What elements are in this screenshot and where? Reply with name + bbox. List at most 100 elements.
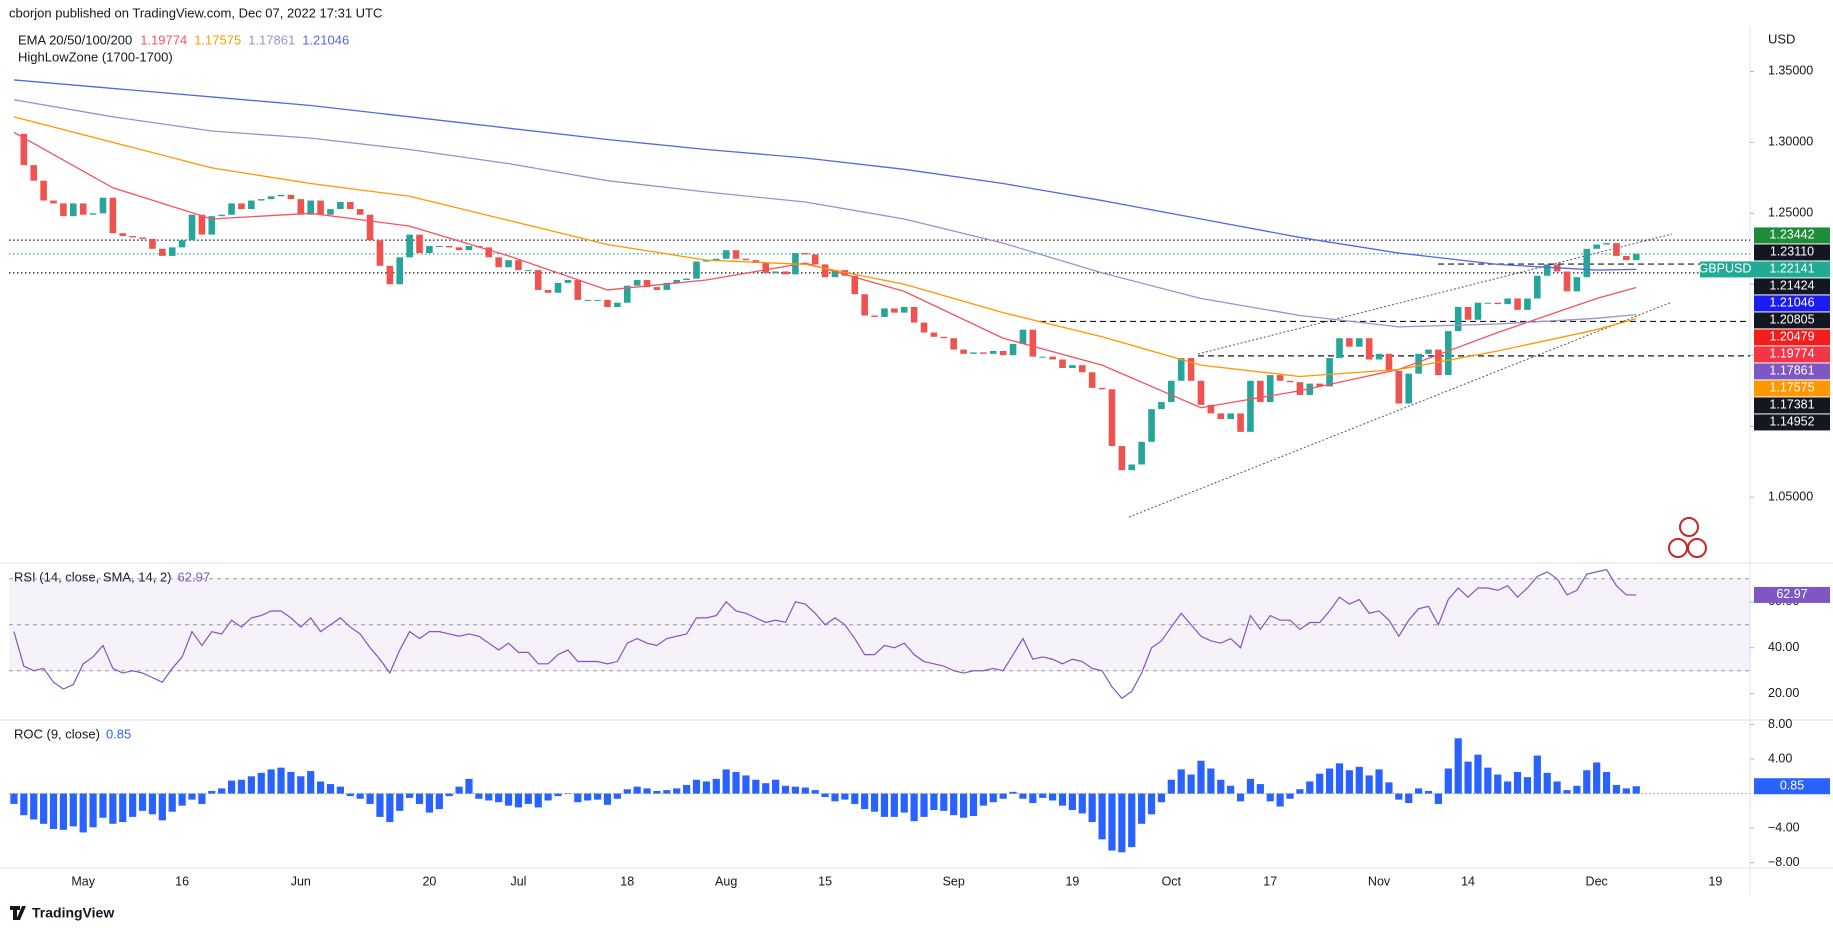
price-label: 1.20805 xyxy=(1769,313,1814,327)
candle xyxy=(505,260,512,268)
roc-bar xyxy=(1147,793,1156,815)
roc-bar xyxy=(514,793,523,808)
candle xyxy=(79,203,87,215)
roc-value: 0.85 xyxy=(106,726,131,741)
candle xyxy=(1573,277,1581,292)
candle xyxy=(465,245,473,251)
candle xyxy=(1098,387,1106,390)
roc-bar xyxy=(69,793,77,827)
roc-bar xyxy=(465,778,473,794)
candle xyxy=(1484,302,1492,304)
roc-bar xyxy=(168,793,176,812)
candle xyxy=(525,270,532,272)
candle xyxy=(307,200,315,215)
price-label: 1.21424 xyxy=(1769,279,1814,293)
price-label-box xyxy=(1754,329,1830,346)
roc-bar xyxy=(1098,793,1106,840)
candle xyxy=(623,285,631,303)
roc-bar xyxy=(158,793,166,821)
roc-bar xyxy=(504,793,513,806)
candle xyxy=(406,234,413,258)
y-tick-label: 1.05000 xyxy=(1768,489,1813,503)
roc-bar xyxy=(643,788,651,794)
candle xyxy=(1346,338,1353,347)
candle xyxy=(999,350,1007,356)
candle xyxy=(1563,271,1571,292)
candle xyxy=(436,245,443,247)
candle xyxy=(1583,248,1591,278)
roc-bar xyxy=(564,793,572,795)
candle xyxy=(30,165,38,181)
roc-title: ROC (9, close) xyxy=(14,726,100,741)
roc-bar xyxy=(1424,790,1433,794)
roc-bar xyxy=(406,793,414,798)
price-label: 1.17575 xyxy=(1769,381,1814,395)
roc-bar xyxy=(1039,793,1047,798)
roc-bar xyxy=(1088,793,1096,823)
candle xyxy=(920,322,928,333)
roc-bar xyxy=(316,781,325,794)
candle xyxy=(683,278,690,281)
candle xyxy=(1118,446,1126,471)
candle xyxy=(1336,338,1343,359)
roc-bar xyxy=(1563,790,1571,794)
candle xyxy=(139,237,146,239)
price-label-box xyxy=(1754,414,1830,431)
roc-bar xyxy=(297,776,305,794)
roc-bar xyxy=(1444,768,1452,794)
roc-bar xyxy=(30,793,38,820)
roc-bar xyxy=(1197,760,1205,794)
roc-bar xyxy=(1632,786,1640,794)
rsi-band xyxy=(9,578,1750,671)
roc-bar xyxy=(257,772,265,794)
y-tick-label: 20.00 xyxy=(1768,686,1799,700)
roc-bar xyxy=(1049,793,1057,801)
roc-bar xyxy=(247,776,255,794)
y-tick-label: −8.00 xyxy=(1768,855,1800,869)
candle xyxy=(1355,338,1363,347)
roc-bar xyxy=(10,793,18,804)
candle xyxy=(643,280,651,288)
candle xyxy=(712,258,720,261)
candle xyxy=(149,238,156,249)
roc-bar xyxy=(1593,762,1601,794)
roc-bar xyxy=(1177,769,1185,794)
roc-bar xyxy=(1246,778,1255,794)
candle xyxy=(1128,464,1136,471)
candle xyxy=(802,253,809,255)
candle xyxy=(60,203,67,217)
roc-bar xyxy=(930,793,938,810)
y-tick-label: 4.00 xyxy=(1768,751,1792,765)
x-tick-label: Nov xyxy=(1368,874,1391,888)
candle xyxy=(337,201,344,210)
candle xyxy=(346,201,354,210)
candle xyxy=(1395,370,1403,404)
price-label: 1.17861 xyxy=(1769,364,1814,378)
x-tick-label: Dec xyxy=(1586,874,1608,888)
candle xyxy=(119,233,127,237)
candle xyxy=(1197,380,1205,405)
roc-bar xyxy=(227,780,236,794)
roc-bar xyxy=(1207,768,1215,794)
roc-bar xyxy=(1157,793,1166,803)
candle xyxy=(1237,413,1244,432)
roc-bar xyxy=(1434,793,1443,804)
roc-bar xyxy=(851,793,859,804)
roc-bar xyxy=(861,793,869,810)
candle xyxy=(762,262,770,273)
roc-bar xyxy=(386,793,394,823)
candle xyxy=(1078,365,1086,373)
roc-bar xyxy=(40,793,48,824)
candle xyxy=(1029,329,1037,357)
y-tick-label: 1.35000 xyxy=(1768,64,1813,78)
roc-bar xyxy=(1068,793,1076,810)
candle xyxy=(1464,306,1472,320)
roc-bar xyxy=(129,793,137,817)
flags xyxy=(1668,517,1707,558)
candle xyxy=(228,203,235,215)
candle xyxy=(416,234,423,254)
candle xyxy=(1168,380,1175,403)
roc-bar xyxy=(1187,774,1195,794)
roc-bar xyxy=(1553,781,1561,794)
roc-bar xyxy=(781,785,790,794)
